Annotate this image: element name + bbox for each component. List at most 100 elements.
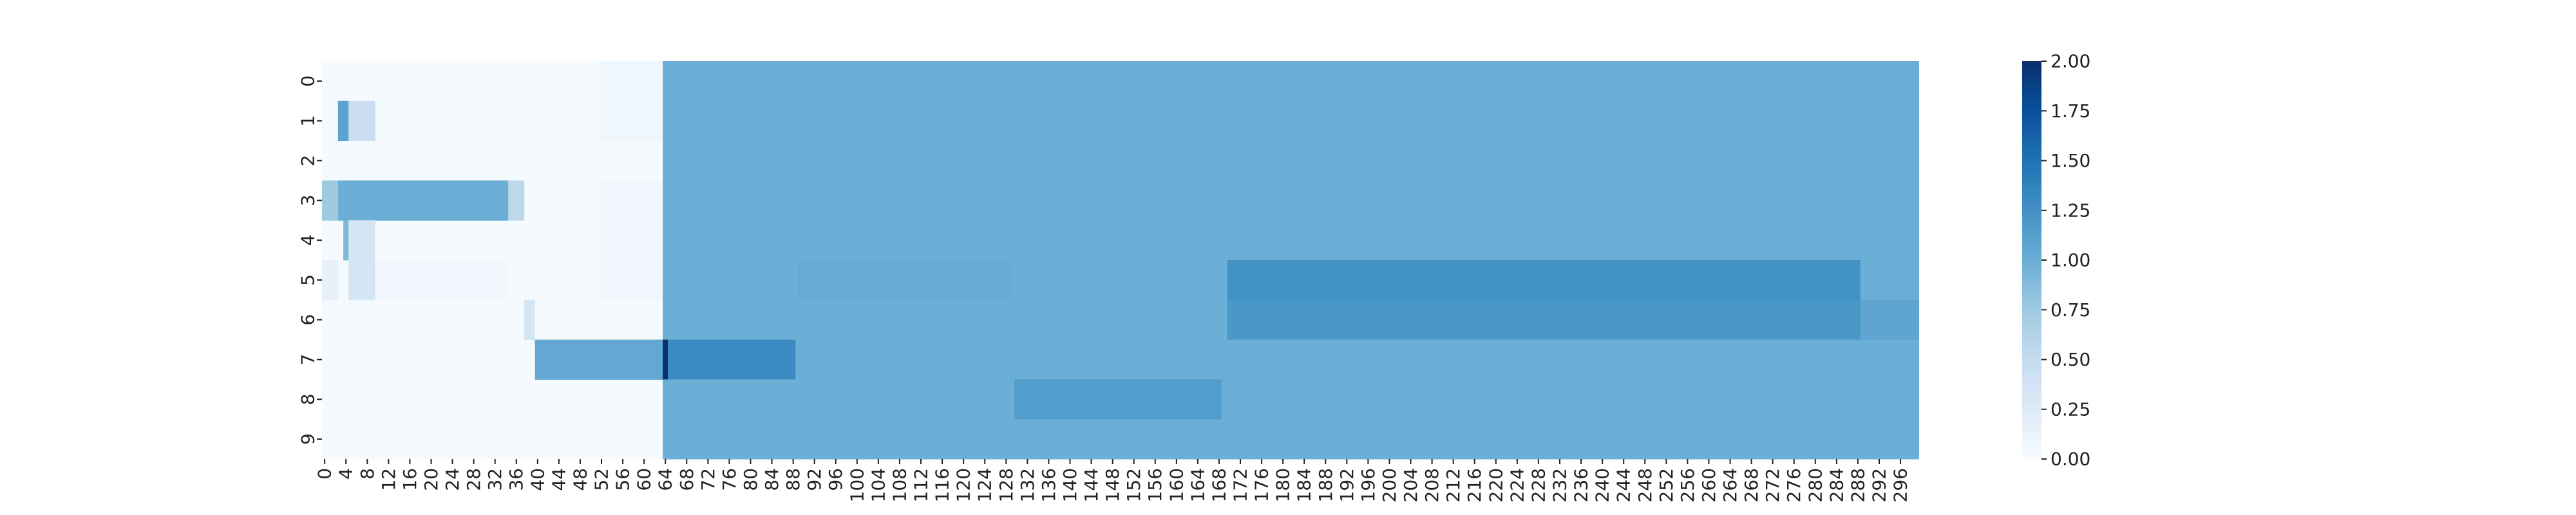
heatmap-cell: [322, 180, 338, 221]
x-tick-label: 136: [1038, 468, 1059, 502]
heatmap-cell: [1227, 260, 1861, 301]
heatmap-cell: [663, 379, 1014, 420]
x-tick-label: 276: [1783, 468, 1804, 502]
heatmap-cell: [668, 339, 796, 380]
x-tick-label: 184: [1294, 468, 1315, 502]
x-tick-label: 176: [1251, 468, 1273, 502]
x-tick-label: 168: [1208, 468, 1229, 502]
heatmap-plot-area: [322, 61, 1919, 460]
x-tick-label: 96: [825, 468, 846, 491]
x-tick-label: 292: [1869, 468, 1890, 502]
y-tick-label: 7: [298, 354, 319, 366]
x-tick-label: 88: [782, 468, 804, 491]
heatmap-cell: [663, 61, 1919, 102]
x-tick-label: 16: [399, 468, 421, 491]
x-tick-label: 156: [1144, 468, 1166, 502]
colorbar-tick-label: 1.50: [2050, 150, 2090, 171]
heatmap-cell: [343, 220, 349, 261]
x-tick-label: 32: [484, 468, 506, 491]
x-tick-label: 56: [612, 468, 634, 491]
x-tick-label: 268: [1741, 468, 1762, 502]
heatmap-cell: [535, 339, 663, 380]
x-tick-label: 288: [1847, 468, 1868, 502]
colorbar-tick-label: 0.50: [2050, 349, 2090, 370]
colorbar-tick-label: 1.75: [2050, 100, 2090, 122]
heatmap-cell: [663, 220, 1919, 261]
y-tick-label: 4: [298, 234, 319, 246]
x-tick-label: 216: [1464, 468, 1485, 502]
x-tick-label: 80: [740, 468, 761, 491]
x-tick-label: 224: [1506, 468, 1528, 502]
x-tick-label: 208: [1421, 468, 1443, 502]
y-tick-label: 9: [298, 433, 319, 445]
colorbar-tick-label: 2.00: [2050, 51, 2090, 72]
y-tick-label: 6: [298, 314, 319, 326]
x-tick-label: 12: [378, 468, 399, 491]
heatmap-cell: [1861, 299, 1919, 341]
x-tick-label: 212: [1443, 468, 1464, 502]
x-tick-label: 200: [1379, 468, 1400, 502]
x-tick-label: 256: [1677, 468, 1698, 502]
y-tick-label: 0: [298, 75, 319, 87]
heatmap-cell: [663, 100, 1919, 142]
x-tick-label: 60: [634, 468, 655, 491]
x-tick-label: 40: [527, 468, 548, 491]
heatmap-cell: [795, 339, 1919, 380]
x-tick-label: 164: [1187, 468, 1208, 502]
heatmap-cell: [663, 419, 1919, 460]
x-tick-label: 188: [1315, 468, 1336, 502]
colorbar-tick-label: 1.00: [2050, 250, 2090, 271]
colorbar-tick-label: 0.75: [2050, 299, 2090, 321]
colorbar: 0.00 0.25 0.50 0.75 1.00 1.25 1.50 1.75 2.00: [2022, 51, 2090, 470]
x-tick-label: 260: [1698, 468, 1719, 502]
heatmap-cell: [663, 140, 1919, 181]
x-tick-label: 236: [1571, 468, 1592, 502]
x-tick-label: 64: [655, 468, 676, 491]
x-tick-label: 264: [1719, 468, 1741, 502]
x-tick-label: 296: [1890, 468, 1911, 502]
y-tick-label: 8: [298, 393, 319, 405]
x-tick-label: 24: [442, 468, 463, 491]
x-tick-label: 112: [911, 468, 932, 502]
x-tick-label: 240: [1592, 468, 1613, 502]
x-tick-label: 144: [1081, 468, 1102, 502]
x-tick-label: 48: [569, 468, 591, 491]
heatmap-cell: [524, 299, 535, 341]
heatmap-cell: [348, 260, 375, 301]
x-tick-label: 132: [1017, 468, 1038, 502]
x-tick-label: 4: [336, 468, 357, 480]
x-tick-label: 36: [506, 468, 527, 491]
x-tick-label: 160: [1166, 468, 1187, 502]
x-tick-label: 228: [1528, 468, 1549, 502]
x-tick-label: 280: [1804, 468, 1826, 502]
heatmap-cell: [663, 180, 1919, 221]
x-tick-label: 0: [314, 468, 336, 480]
heatmap-cell: [598, 180, 663, 221]
y-tick-label: 1: [298, 115, 319, 127]
heatmap-cell: [375, 260, 509, 301]
x-tick-label: 52: [591, 468, 612, 491]
x-tick-label: 8: [357, 468, 378, 480]
x-tick-label: 192: [1336, 468, 1358, 502]
heatmap-cell: [663, 260, 796, 301]
x-tick-label: 84: [761, 468, 782, 491]
x-tick-label: 196: [1358, 468, 1379, 502]
x-tick-label: 252: [1656, 468, 1677, 502]
x-tick-label: 172: [1230, 468, 1251, 502]
heatmap-cell: [795, 260, 1014, 301]
colorbar-tick-label: 1.25: [2050, 200, 2090, 221]
heatmap-cell: [598, 220, 663, 261]
heatmap-cell: [663, 339, 668, 380]
x-tick-label: 272: [1762, 468, 1783, 502]
heatmap-cell: [348, 220, 375, 261]
y-tick-label: 3: [298, 194, 319, 206]
heatmap-cell: [508, 180, 525, 221]
x-tick-label: 204: [1400, 468, 1421, 502]
x-tick-label: 100: [846, 468, 867, 502]
x-tick-label: 120: [953, 468, 974, 502]
colorbar-gradient: [2022, 61, 2041, 459]
heatmap-cell: [1227, 299, 1861, 341]
x-tick-label: 44: [548, 468, 569, 491]
heatmap-cell: [598, 260, 663, 301]
